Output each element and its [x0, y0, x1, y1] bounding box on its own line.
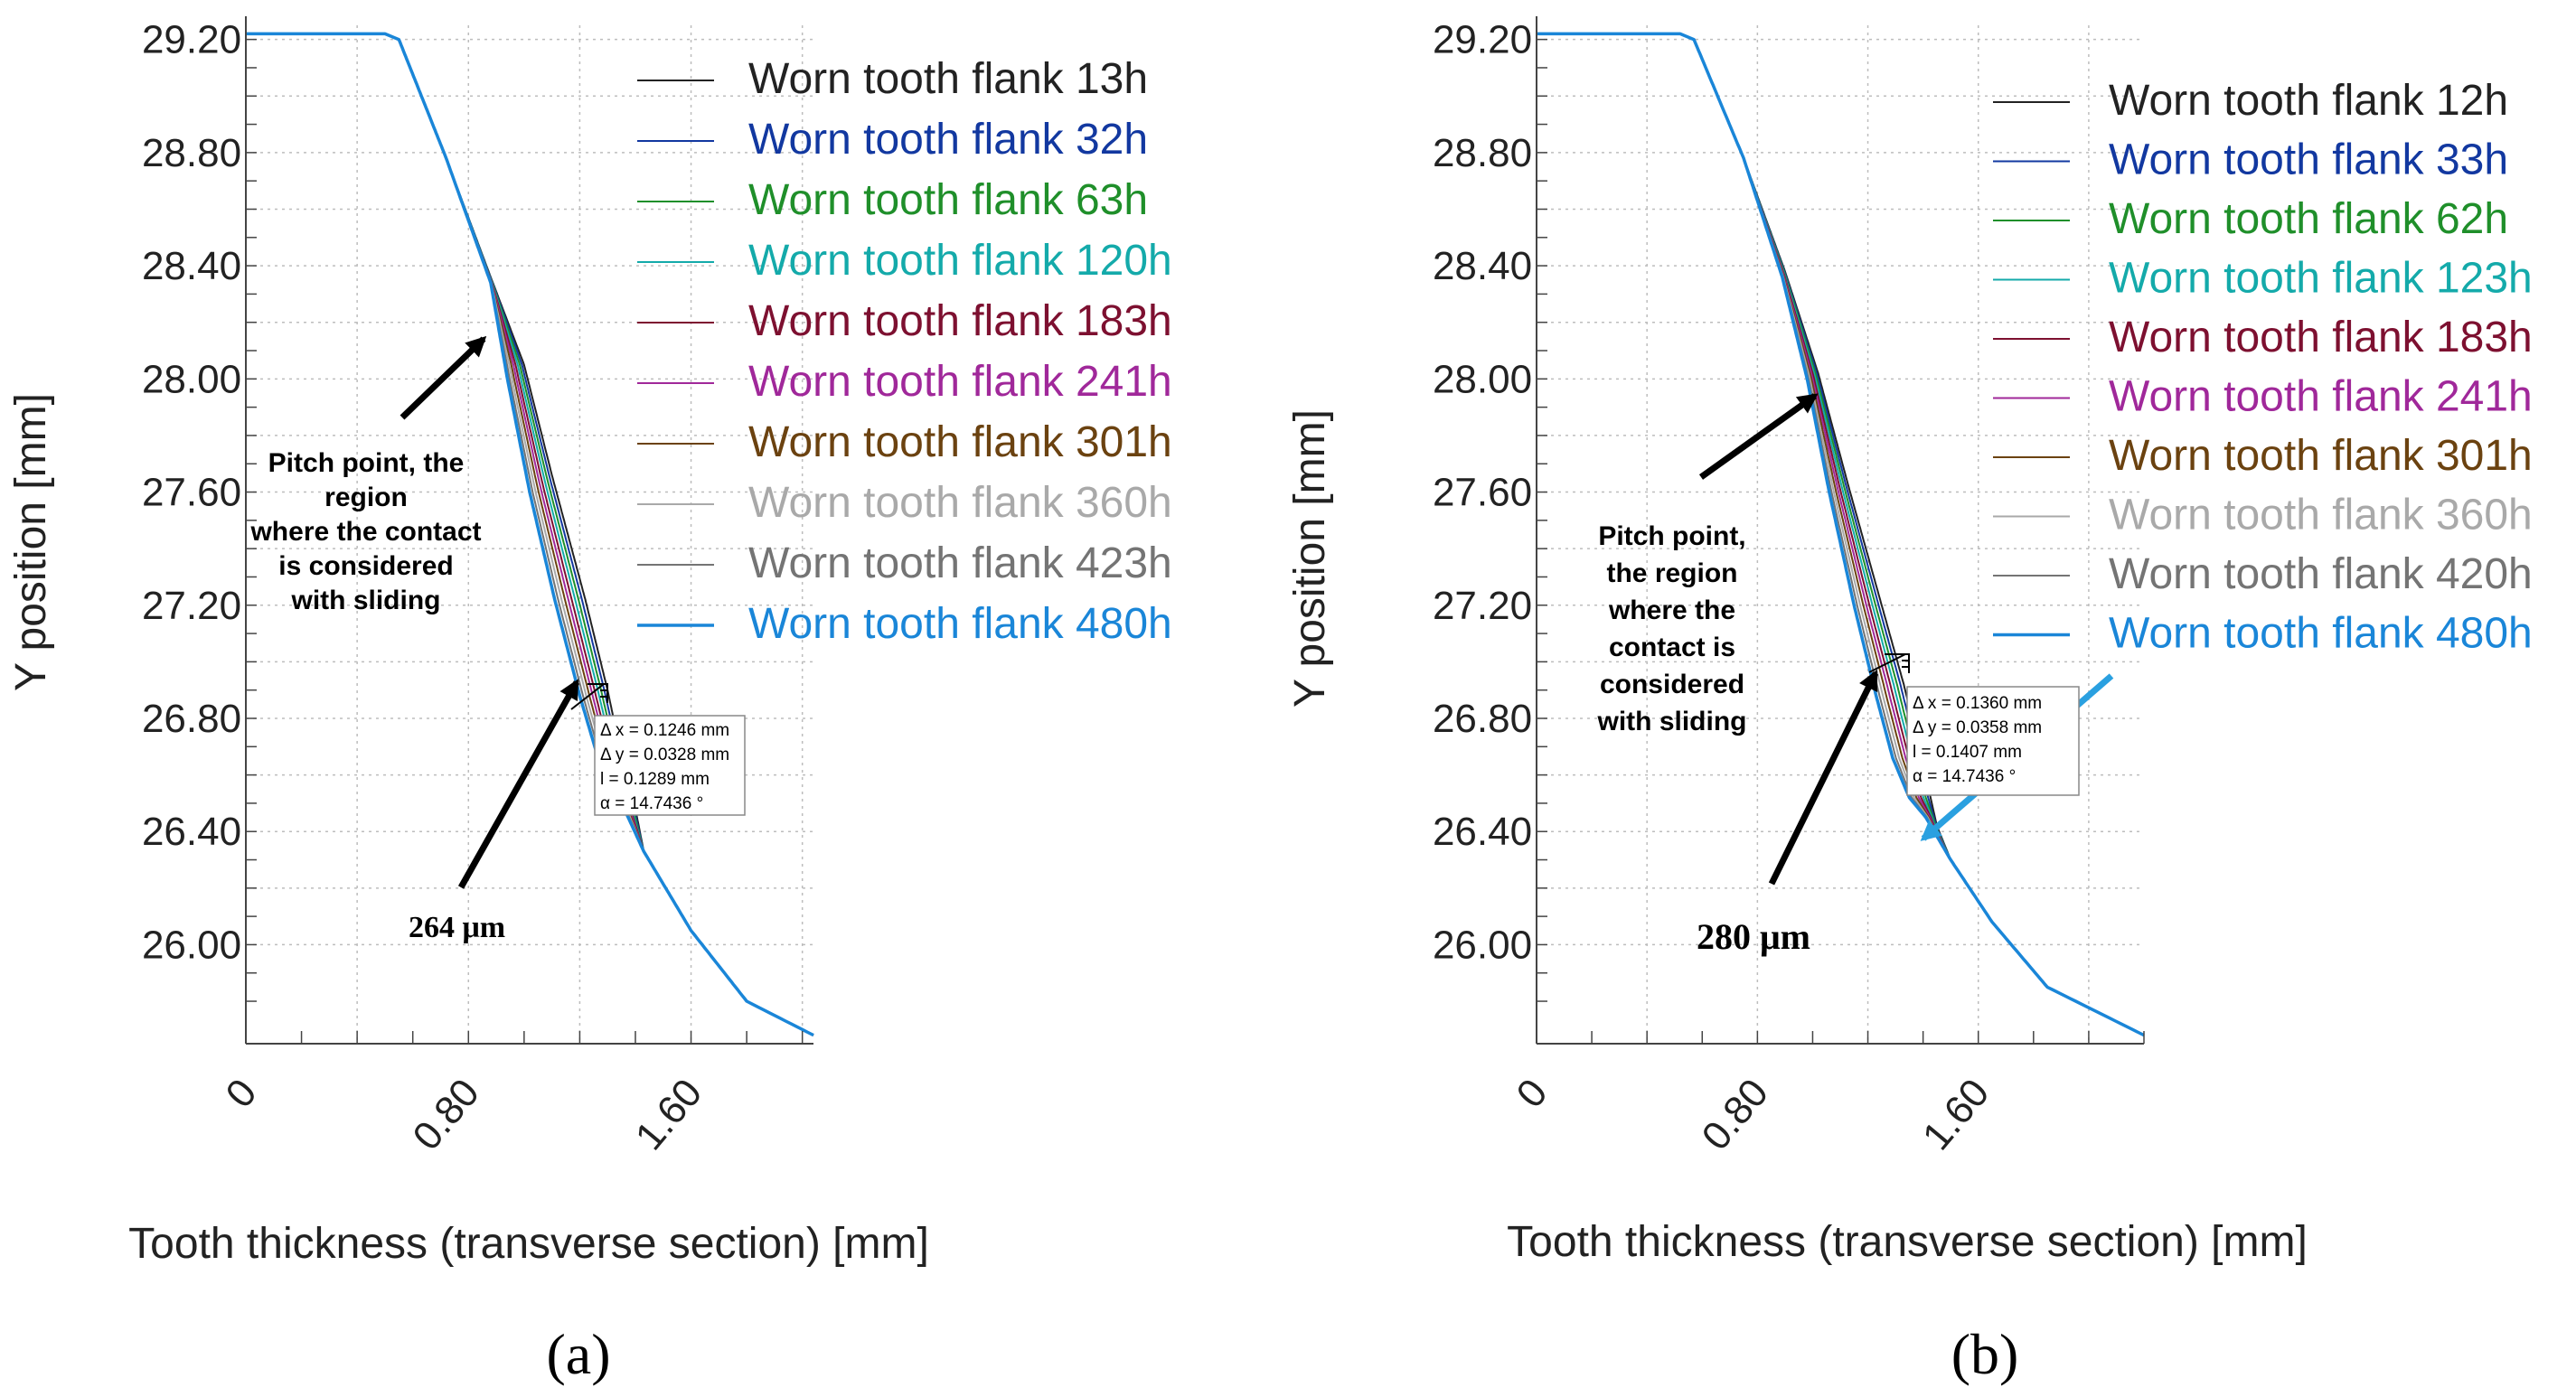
x-tick-label: 0.80 [404, 1071, 488, 1158]
y-tick-label: 28.40 [142, 244, 241, 288]
x-axis-label-a: Tooth thickness (transverse section) [mm… [128, 1220, 929, 1268]
legend-a: Worn tooth flank 13h Worn tooth flank 32h… [637, 55, 1172, 648]
x-tick-label: 1.60 [627, 1071, 711, 1158]
wear-arrow-a [457, 679, 580, 889]
legend-entry: Worn tooth flank 183h [748, 297, 1172, 345]
y-tick-label: 26.40 [142, 810, 241, 854]
y-tick-label: 26.00 [1433, 923, 1532, 967]
legend-entry: Worn tooth flank 360h [2109, 492, 2533, 539]
x-tick-labels-b: 0 0.80 1.60 [1508, 1071, 1998, 1158]
legend-entry: Worn tooth flank 480h [748, 600, 1172, 648]
y-tick-label: 26.80 [1433, 697, 1532, 741]
measurement-value: α = 14.7436 ° [1913, 767, 2016, 786]
y-tick-labels-a: 29.20 28.80 28.40 28.00 27.60 27.20 26.80 26.40… [142, 18, 241, 968]
panel-a: 29.20 28.80 28.40 28.00 27.60 27.20 26.80 26.40… [7, 16, 1172, 1386]
grid-a [246, 25, 813, 1044]
y-tick-label: 26.40 [1433, 810, 1532, 854]
y-tick-label: 27.20 [1433, 584, 1532, 628]
measure-line-a [570, 683, 605, 710]
axes-a [245, 16, 813, 1045]
x-axis-label-b: Tooth thickness (transverse section) [mm… [1507, 1218, 2308, 1266]
panel-b: 29.20 28.80 28.40 28.00 27.60 27.20 26.80 26.40… [1286, 16, 2533, 1386]
legend-entry: Worn tooth flank 120h [748, 237, 1172, 285]
y-tick-label: 28.00 [1433, 357, 1532, 401]
measurement-box-b [1906, 686, 2080, 796]
legend-entry: Worn tooth flank 480h [2109, 610, 2533, 658]
y-tick-label: 28.80 [142, 131, 241, 175]
measure-bracket-a [588, 683, 608, 703]
y-tick-label: 26.80 [142, 697, 241, 741]
legend-entry: Worn tooth flank 123h [2109, 255, 2533, 303]
measurement-values-b: Δ x = 0.1360 mm Δ y = 0.0358 mm l = 0.1407… [1913, 694, 2042, 786]
panel-label-b: (b) [1951, 1322, 2019, 1386]
x-tick-label: 0.80 [1693, 1071, 1777, 1158]
measurement-value: Δ x = 0.1246 mm [600, 721, 729, 740]
legend-entry: Worn tooth flank 62h [2109, 195, 2508, 243]
pitch-arrow-b [1698, 393, 1819, 480]
x-tick-label: 0 [217, 1071, 265, 1116]
measurement-value: Δ y = 0.0358 mm [1913, 718, 2042, 737]
wear-depth-label-b: 280 μm [1697, 916, 1810, 957]
y-tick-label: 28.80 [1433, 131, 1532, 175]
x-tick-label: 1.60 [1914, 1071, 1998, 1158]
measure-bracket-b [1885, 653, 1910, 673]
series-line [1537, 32, 2145, 1037]
series-line [246, 32, 814, 1037]
panel-label-a: (a) [546, 1322, 610, 1386]
wear-arrow-b [1768, 669, 1879, 886]
measurement-values-a: Δ x = 0.1246 mm Δ y = 0.0328 mm l = 0.1289… [600, 721, 729, 813]
legend-entry: Worn tooth flank 183h [2109, 314, 2533, 361]
legend-entry: Worn tooth flank 241h [2109, 373, 2533, 421]
y-axis-label-a: Y position [mm] [7, 393, 55, 691]
curves-b [1537, 32, 2145, 1037]
legend-entry: Worn tooth flank 63h [748, 176, 1148, 224]
y-tick-labels-b: 29.20 28.80 28.40 28.00 27.60 27.20 26.80 26.40… [1433, 18, 1532, 968]
y-axis-label-b: Y position [mm] [1286, 409, 1334, 708]
legend-entry: Worn tooth flank 13h [748, 55, 1148, 103]
x-tick-labels-a: 0 0.80 1.60 [217, 1071, 710, 1158]
y-tick-label: 27.20 [142, 584, 241, 628]
legend-entry: Worn tooth flank 32h [748, 116, 1148, 164]
measurement-value: l = 0.1289 mm [600, 770, 710, 789]
legend-entry: Worn tooth flank 423h [748, 539, 1172, 587]
y-tick-label: 27.60 [1433, 471, 1532, 515]
wear-depth-label-a: 264 μm [409, 911, 505, 944]
pitch-point-note-a: Pitch point, the region where the contact i… [249, 448, 481, 615]
legend-entry: Worn tooth flank 301h [748, 418, 1172, 466]
measurement-value: l = 0.1407 mm [1913, 743, 2022, 762]
y-tick-label: 26.00 [142, 923, 241, 967]
legend-entry: Worn tooth flank 360h [748, 479, 1172, 527]
y-tick-label: 29.20 [1433, 18, 1532, 62]
x-tick-label: 0 [1508, 1071, 1556, 1116]
y-tick-label: 28.00 [142, 357, 241, 401]
y-tick-label: 29.20 [142, 18, 241, 62]
legend-entry: Worn tooth flank 420h [2109, 550, 2533, 598]
measurement-value: Δ y = 0.0328 mm [600, 745, 729, 764]
measurement-value: Δ x = 0.1360 mm [1913, 694, 2042, 713]
legend-entry: Worn tooth flank 12h [2109, 77, 2508, 125]
pitch-point-note-b: Pitch point, the region where the contact i… [1597, 521, 1747, 736]
measurement-value: α = 14.7436 ° [600, 794, 703, 813]
measure-line-b [1868, 653, 1906, 673]
y-tick-label: 28.40 [1433, 244, 1532, 288]
legend-entry: Worn tooth flank 241h [748, 358, 1172, 406]
pitch-arrow-a [400, 335, 487, 420]
y-tick-label: 27.60 [142, 471, 241, 515]
measurement-box-a [594, 715, 746, 816]
legend-entry: Worn tooth flank 33h [2109, 136, 2508, 184]
legend-entry: Worn tooth flank 301h [2109, 432, 2533, 480]
axes-b [1536, 16, 2145, 1045]
legend-b: Worn tooth flank 12h Worn tooth flank 33h… [1993, 77, 2533, 658]
curves-a [246, 32, 814, 1037]
